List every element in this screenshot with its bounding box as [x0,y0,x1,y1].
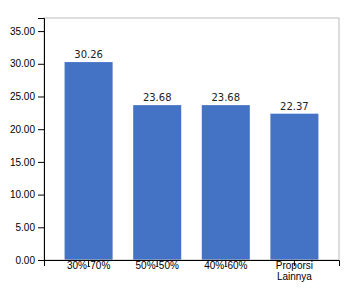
y-tick: 0.00 [16,255,44,266]
y-tick: 30.00 [10,58,44,69]
plot-frame [44,18,339,260]
x-tick: 30%-70% [67,260,110,271]
data-labels: 30.26 23.68 23.68 22.37 [74,49,308,112]
bar [202,105,250,260]
x-tick-label: 30%-70% [67,260,110,271]
x-axis: 30%-70% 50%-50% 40%-60% ProporsiLainnya [45,260,340,282]
bar [65,62,113,260]
x-tick-label: ProporsiLainnya [276,260,313,282]
x-tick: 50%-50% [136,260,179,271]
y-tick-mark [38,129,44,130]
x-tick-label-line: Proporsi [276,260,313,271]
y-tick-label: 35.00 [10,26,35,37]
y-tick-mark [38,227,44,228]
y-tick-label: 30.00 [10,58,35,69]
plot: 0.00 5.00 10.00 15.00 20.00 25.00 30.00 35.00 30… [10,18,340,282]
y-tick: 25.00 [10,91,44,102]
x-tick: 40%-60% [204,260,247,271]
y-tick-label: 20.00 [10,124,35,135]
x-tick-label: 50%-50% [136,260,179,271]
y-tick: 15.00 [10,157,44,168]
x-tick-label-line: 50%-50% [136,260,179,271]
data-label: 23.68 [143,92,172,103]
y-tick: 5.00 [16,222,44,233]
y-tick: 10.00 [10,189,44,200]
bar [270,114,318,260]
x-tick-label-line: 30%-70% [67,260,110,271]
y-tick-mark [38,64,44,65]
chart-container: 0.00 5.00 10.00 15.00 20.00 25.00 30.00 35.00 30… [0,0,351,298]
y-tick-label: 10.00 [10,189,35,200]
y-tick-label: 15.00 [10,157,35,168]
y-tick-mark [38,260,44,261]
data-label: 30.26 [74,49,103,60]
y-tick-mark [38,96,44,97]
y-tick: 20.00 [10,124,44,135]
bars [65,62,319,260]
y-tick-label: 5.00 [16,222,36,233]
y-axis-line [38,19,45,261]
y-axis: 0.00 5.00 10.00 15.00 20.00 25.00 30.00 35.00 [10,19,45,266]
chart-svg: 0.00 5.00 10.00 15.00 20.00 25.00 30.00 35.00 30… [0,0,351,298]
data-label: 22.37 [280,101,309,112]
bar [133,105,181,260]
y-tick-label: 25.00 [10,91,35,102]
y-tick-mark [38,195,44,196]
x-tick-label-line: Lainnya [277,271,312,282]
y-tick: 35.00 [10,26,44,37]
x-tick-label: 40%-60% [204,260,247,271]
y-tick-mark [38,162,44,163]
y-tick-label: 0.00 [16,255,36,266]
y-tick-mark [38,31,44,32]
data-label: 23.68 [211,92,240,103]
x-tick: ProporsiLainnya [276,260,313,282]
x-tick-label-line: 40%-60% [204,260,247,271]
